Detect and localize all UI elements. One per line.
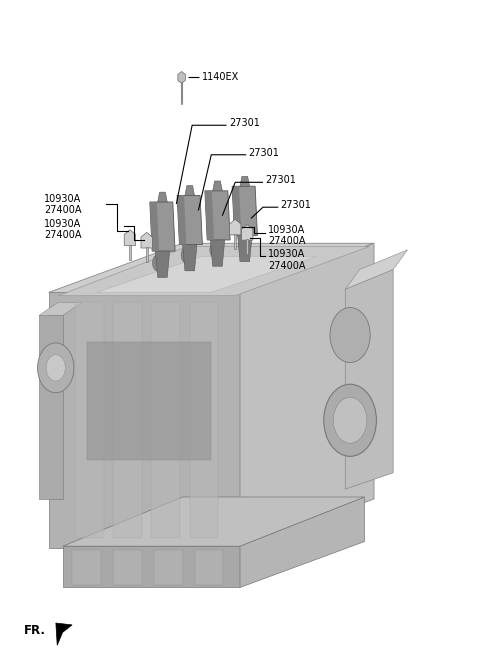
Text: 27400A: 27400A [268,261,305,271]
Text: 10930A: 10930A [268,250,305,260]
Polygon shape [75,302,104,538]
Text: 27400A: 27400A [44,205,81,215]
Text: 10930A: 10930A [44,194,81,204]
Polygon shape [240,176,250,186]
Polygon shape [87,342,211,460]
Polygon shape [63,497,364,546]
Bar [234,234,236,249]
Polygon shape [182,244,197,271]
Circle shape [239,236,251,253]
Polygon shape [152,302,180,538]
Polygon shape [232,186,241,235]
Polygon shape [58,246,369,296]
Text: FR.: FR. [24,623,46,637]
Bar [145,247,148,262]
Circle shape [324,384,376,457]
Polygon shape [345,250,408,289]
Polygon shape [241,225,253,240]
Circle shape [181,246,193,263]
Bar [246,239,248,254]
Polygon shape [213,181,222,191]
Circle shape [210,241,222,258]
Polygon shape [210,240,225,266]
Polygon shape [48,243,374,292]
Text: 27301: 27301 [265,175,296,185]
Bar [129,244,131,260]
Text: 10930A: 10930A [268,225,305,235]
Polygon shape [56,623,72,645]
Circle shape [153,254,165,271]
Polygon shape [150,202,175,251]
Polygon shape [240,497,364,587]
Text: 27301: 27301 [229,118,260,128]
Text: 27301: 27301 [249,148,279,158]
Polygon shape [157,192,167,202]
Polygon shape [72,550,101,585]
Polygon shape [229,219,241,235]
Polygon shape [39,315,63,499]
Polygon shape [177,195,186,244]
Polygon shape [141,233,152,248]
Polygon shape [232,186,257,235]
Polygon shape [240,243,374,548]
Text: 10930A: 10930A [44,219,81,229]
Circle shape [46,355,65,381]
Polygon shape [150,202,159,251]
Polygon shape [154,550,182,585]
Polygon shape [205,191,214,240]
Polygon shape [48,292,240,548]
Polygon shape [113,302,142,538]
Polygon shape [177,195,203,244]
Text: 1140EX: 1140EX [202,72,239,81]
Polygon shape [113,550,142,585]
Polygon shape [124,230,136,246]
Polygon shape [156,251,169,277]
Circle shape [37,343,74,393]
Polygon shape [345,269,393,489]
Circle shape [330,307,370,363]
Text: 27400A: 27400A [268,237,305,246]
Polygon shape [185,185,194,195]
Polygon shape [205,191,230,240]
Polygon shape [96,256,317,292]
Polygon shape [39,302,82,315]
Text: 27301: 27301 [281,200,312,210]
Polygon shape [238,235,252,261]
Polygon shape [194,550,223,585]
Polygon shape [190,302,218,538]
Circle shape [333,397,367,443]
Text: 27400A: 27400A [44,230,81,240]
Polygon shape [63,546,240,587]
